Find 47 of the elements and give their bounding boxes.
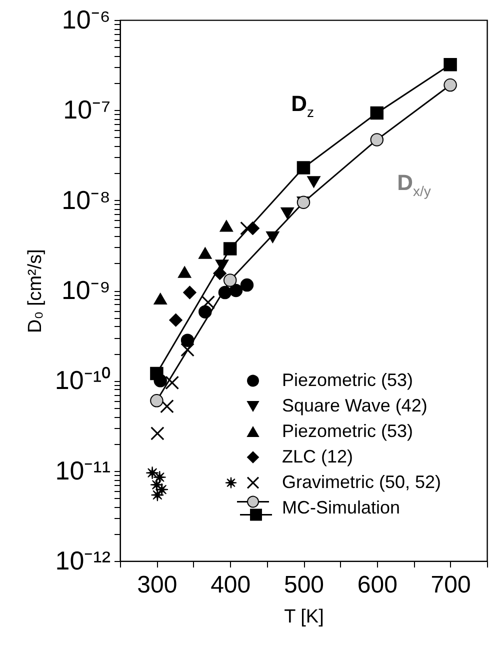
point bbox=[296, 161, 310, 174]
y-tick-label: 10⁻⁷ bbox=[63, 94, 110, 125]
point bbox=[240, 221, 254, 236]
x-axis-title: T [K] bbox=[284, 606, 324, 628]
point bbox=[223, 242, 237, 256]
point bbox=[150, 488, 164, 502]
x-tick-label: 600 bbox=[357, 572, 398, 598]
point bbox=[280, 207, 294, 219]
point bbox=[150, 426, 164, 440]
y-tick-label: 10⁻⁶ bbox=[62, 4, 110, 34]
x-tick-label: 500 bbox=[284, 572, 324, 598]
point bbox=[146, 466, 159, 480]
y-tick-label: 10⁻¹¹ bbox=[55, 455, 111, 486]
point bbox=[180, 342, 194, 357]
point bbox=[183, 286, 196, 300]
legend-label: Piezometric (53) bbox=[282, 370, 414, 390]
point bbox=[150, 366, 164, 380]
y-axis-title: D₀ [cm²/s] bbox=[24, 249, 46, 333]
point bbox=[220, 220, 234, 232]
point bbox=[178, 266, 192, 278]
point bbox=[169, 313, 182, 327]
point bbox=[150, 394, 164, 408]
point bbox=[444, 58, 457, 72]
point bbox=[444, 78, 457, 92]
point bbox=[240, 278, 254, 292]
point bbox=[165, 376, 180, 390]
x-tick-label: 400 bbox=[210, 572, 251, 598]
y-tick-label: 10⁻¹⁰ bbox=[54, 365, 110, 396]
legend-label: ZLC (12) bbox=[282, 446, 354, 466]
point bbox=[198, 247, 212, 259]
legend-label: MC-Simulation bbox=[282, 497, 400, 518]
legend-label: Piezometric (53) bbox=[282, 420, 414, 441]
x-tick-label: 300 bbox=[137, 572, 178, 598]
point bbox=[370, 133, 384, 146]
point bbox=[223, 274, 237, 287]
x-tick-label: 700 bbox=[430, 572, 471, 598]
point bbox=[307, 176, 320, 188]
legend-label: Square Wave (42) bbox=[282, 395, 428, 416]
y-tick-label: 10⁻⁸ bbox=[62, 184, 110, 215]
point bbox=[160, 399, 174, 414]
y-tick-label: 10⁻⁹ bbox=[61, 275, 110, 305]
point bbox=[201, 295, 216, 310]
legend-label: Gravimetric (50, 52) bbox=[282, 472, 442, 492]
y-tick-label: 10⁻¹² bbox=[55, 546, 111, 576]
point bbox=[229, 284, 243, 298]
point bbox=[154, 292, 167, 305]
point bbox=[370, 106, 384, 120]
